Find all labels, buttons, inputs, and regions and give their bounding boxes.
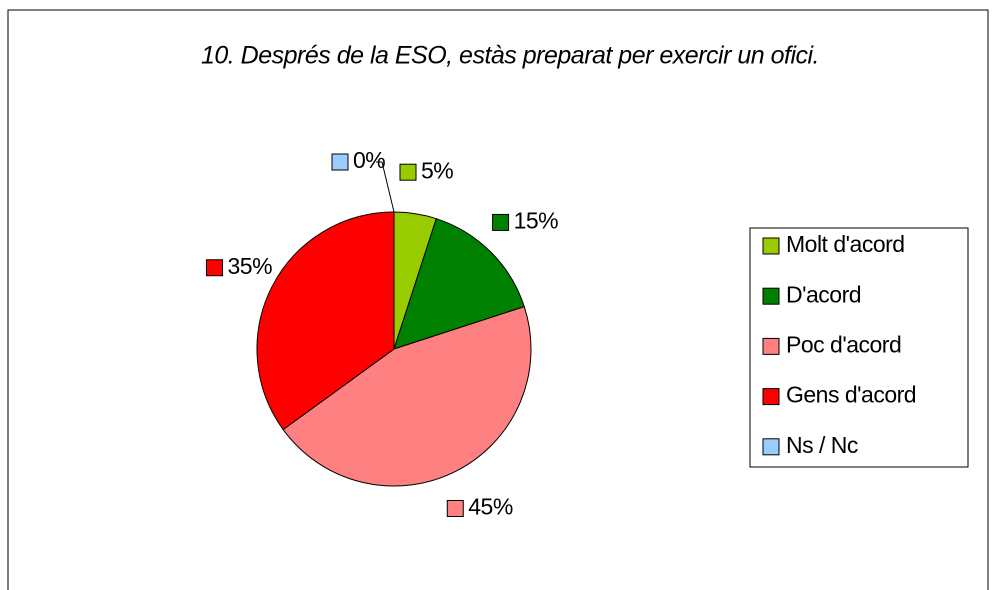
label-swatch (331, 153, 349, 171)
legend-box (749, 227, 969, 468)
data-label: 15% (514, 208, 559, 234)
legend-swatch (762, 388, 780, 406)
legend-label: Ns / Nc (786, 432, 858, 458)
pie-slice (393, 218, 525, 350)
data-label: 0% (353, 147, 385, 173)
chart-frame (7, 9, 989, 590)
label-swatch (399, 163, 417, 181)
data-label: 5% (421, 157, 453, 183)
leader-line (376, 161, 395, 213)
legend-swatch (762, 438, 780, 456)
legend-label: Molt d'acord (786, 231, 905, 257)
legend-label: Gens d'acord (786, 382, 916, 408)
label-swatch (446, 499, 464, 517)
data-label: 45% (468, 494, 513, 520)
chart-title: 10. Després de la ESO, estàs preparat pe… (201, 42, 819, 70)
legend-label: Poc d'acord (786, 331, 901, 357)
legend-swatch (762, 237, 780, 255)
legend-swatch (762, 337, 780, 355)
label-swatch (206, 259, 224, 277)
data-label: 35% (228, 253, 273, 279)
legend-label: D'acord (786, 281, 861, 307)
legend-swatch (762, 287, 780, 305)
pie-slice (282, 306, 532, 487)
pie-slice (256, 211, 395, 431)
label-swatch (492, 213, 510, 231)
